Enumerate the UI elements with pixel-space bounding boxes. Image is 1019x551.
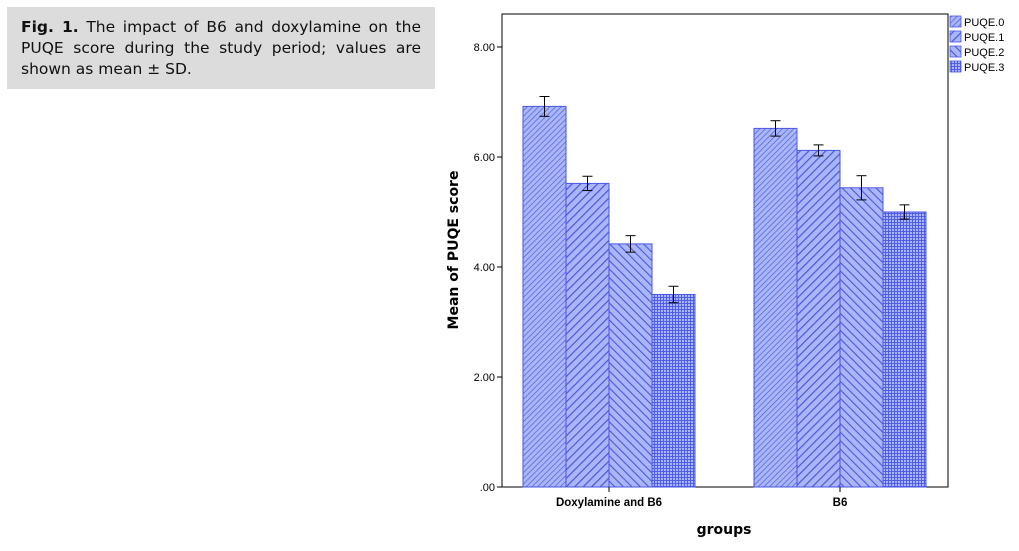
error-bar xyxy=(625,235,636,253)
caption-text: The impact of B6 and doxylamine on the P… xyxy=(21,18,421,78)
caption-label: Fig. 1. xyxy=(21,18,79,36)
legend-swatch xyxy=(949,30,962,43)
error-bar xyxy=(539,96,550,117)
bar-puqe-0-doxylamine-b6 xyxy=(522,105,567,488)
legend-item: PUQE.2 xyxy=(949,45,1004,59)
error-bar xyxy=(770,120,781,137)
x-axis-label: groups xyxy=(697,522,752,538)
y-tick-label: .00 xyxy=(480,482,495,494)
y-tick-label: 8.00 xyxy=(474,42,495,54)
error-bar xyxy=(856,175,867,201)
bar-puqe-3-doxylamine-b6 xyxy=(651,294,696,488)
error-bar xyxy=(899,204,910,220)
y-axis-label: Mean of PUQE score xyxy=(446,171,462,330)
bar-puqe-0-b6 xyxy=(753,127,798,488)
error-bar xyxy=(582,175,593,192)
error-bar xyxy=(813,144,824,157)
legend-label: PUQE.2 xyxy=(964,47,1004,59)
y-tick-label: 4.00 xyxy=(474,262,495,274)
legend-swatch xyxy=(949,60,962,73)
y-tick-label: 6.00 xyxy=(474,152,495,164)
bar-puqe-2-doxylamine-b6 xyxy=(608,243,653,488)
legend-swatch xyxy=(949,45,962,58)
legend-label: PUQE.1 xyxy=(964,32,1004,44)
error-bar xyxy=(668,285,679,304)
figure-caption: Fig. 1. The impact of B6 and doxylamine … xyxy=(7,7,435,89)
y-tick-label: 2.00 xyxy=(474,372,495,384)
legend-item: PUQE.0 xyxy=(949,15,1004,29)
x-category-label: Doxylamine and B6 xyxy=(556,497,662,509)
legend-item: PUQE.3 xyxy=(949,60,1004,74)
legend: PUQE.0 PUQE.1 PUQE.2 PUQE.3 xyxy=(949,15,1004,74)
legend-swatch xyxy=(949,15,962,28)
legend-item: PUQE.1 xyxy=(949,30,1004,44)
legend-label: PUQE.3 xyxy=(964,62,1004,74)
bar-puqe-3-b6 xyxy=(882,211,927,488)
bar-puqe-1-doxylamine-b6 xyxy=(565,182,610,488)
x-category-label: B6 xyxy=(833,497,848,509)
legend-label: PUQE.0 xyxy=(964,17,1004,29)
bar-puqe-2-b6 xyxy=(839,187,884,488)
bar-puqe-1-b6 xyxy=(796,149,841,488)
